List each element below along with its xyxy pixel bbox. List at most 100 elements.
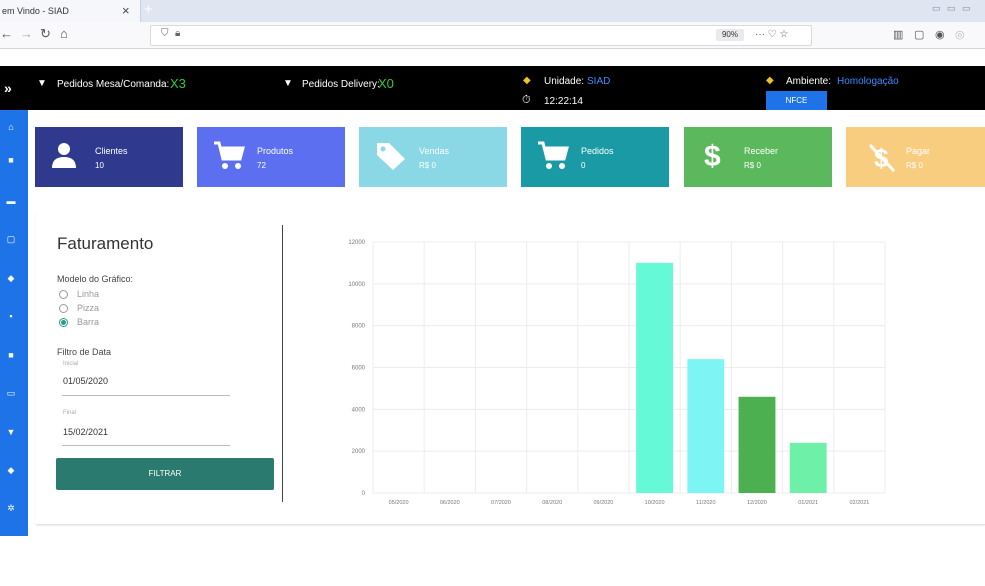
card-value: 10 bbox=[95, 161, 104, 170]
x-tick-label: 06/2020 bbox=[440, 500, 460, 506]
x-tick-label: 11/2020 bbox=[696, 500, 715, 506]
cart-icon bbox=[213, 141, 245, 178]
filtrar-button[interactable]: FILTRAR bbox=[56, 458, 274, 490]
x-tick-label: 07/2020 bbox=[491, 500, 511, 506]
store-icon[interactable]: ■ bbox=[8, 155, 14, 165]
tab-title: em Vindo - SIAD bbox=[2, 6, 69, 16]
pin-icon: ▼ bbox=[37, 78, 47, 89]
new-tab-icon[interactable]: + bbox=[144, 1, 153, 18]
card-clientes[interactable]: Clientes 10 bbox=[35, 127, 183, 187]
x-tick-label: 10/2020 bbox=[645, 500, 665, 506]
back-icon[interactable]: ← bbox=[0, 26, 13, 41]
chart-bar bbox=[636, 262, 674, 493]
y-tick-label: 2000 bbox=[352, 449, 366, 455]
y-tick-label: 0 bbox=[362, 491, 366, 497]
x-tick-label: 12/2020 bbox=[747, 500, 767, 506]
card-produtos[interactable]: Produtos 72 bbox=[197, 127, 345, 187]
x-tick-label: 08/2020 bbox=[542, 500, 562, 506]
home-icon[interactable]: ⌂ bbox=[60, 26, 68, 41]
card-label: Receber bbox=[744, 146, 779, 156]
initial-date-label: Inicial bbox=[63, 361, 79, 367]
radio-linha[interactable] bbox=[59, 290, 68, 299]
pin-icon[interactable]: ▼ bbox=[6, 427, 16, 437]
card-value: 0 bbox=[581, 161, 586, 170]
card-pagar[interactable]: $ Pagar R$ 0 bbox=[846, 127, 985, 187]
x-tick-label: 01/2021 bbox=[798, 500, 818, 506]
chart-bar bbox=[687, 359, 725, 493]
panel-divider bbox=[282, 225, 283, 502]
revenue-bar-chart: 0 2000 4000 6000 8000 10000 12000 05/2020 06/202… bbox=[348, 240, 886, 506]
card-value: 72 bbox=[257, 161, 266, 170]
cart-icon bbox=[537, 141, 569, 178]
no-money-icon: $ bbox=[868, 141, 896, 180]
shield-icon: ⛉ bbox=[161, 28, 169, 39]
url-bar[interactable]: ⛉ 🔒︎ ··· ♡ ☆ bbox=[150, 25, 812, 46]
chart-bar bbox=[738, 396, 776, 493]
card-icon[interactable]: ▬ bbox=[6, 196, 16, 206]
collapse-menu-icon[interactable]: » bbox=[4, 80, 12, 96]
pedidos-delivery-count: X0 bbox=[378, 76, 394, 91]
pedidos-mesa-count: X3 bbox=[170, 76, 186, 91]
x-tick-label: 02/2021 bbox=[849, 500, 869, 506]
browser-tab[interactable]: em Vindo - SIAD × bbox=[0, 0, 141, 22]
card-label: Pagar bbox=[906, 146, 931, 156]
truck-icon[interactable]: ▪ bbox=[9, 311, 13, 321]
card-receber[interactable]: $ Receber R$ 0 bbox=[684, 127, 832, 187]
home-icon[interactable]: ⌂ bbox=[8, 122, 14, 132]
url-actions[interactable]: ··· ♡ ☆ bbox=[755, 29, 789, 40]
user-icon bbox=[51, 141, 77, 176]
y-tick-label: 6000 bbox=[352, 366, 366, 372]
pedidos-mesa-label: Pedidos Mesa/Comanda: bbox=[57, 79, 170, 90]
card-value: R$ 0 bbox=[906, 161, 923, 170]
unidade-value: SIAD bbox=[587, 76, 611, 87]
radio-barra-label: Barra bbox=[77, 317, 100, 327]
menu-icon[interactable]: ◎ bbox=[955, 29, 965, 41]
pedidos-delivery-label: Pedidos Delivery: bbox=[302, 79, 380, 90]
app-header: » ▼ Pedidos Mesa/Comanda: X3 ▼ Pedidos D… bbox=[0, 66, 985, 110]
final-date-label: Final bbox=[63, 410, 77, 416]
tab-close-icon[interactable]: × bbox=[122, 3, 130, 18]
radio-linha-label: Linha bbox=[77, 289, 100, 299]
radio-barra[interactable] bbox=[59, 318, 68, 327]
reload-icon[interactable]: ↻ bbox=[40, 26, 51, 41]
card-pedidos[interactable]: Pedidos 0 bbox=[521, 127, 669, 187]
sidebar-toggle-icon[interactable]: ▢ bbox=[914, 29, 925, 41]
card-label: Produtos bbox=[257, 146, 294, 156]
ambiente-label: Ambiente: bbox=[786, 76, 832, 87]
monitor-icon[interactable]: ▢ bbox=[6, 234, 16, 244]
unidade-label: Unidade: bbox=[544, 76, 585, 87]
date-filter-label: Filtro de Data bbox=[57, 347, 112, 357]
sidebar: ⌂ ■ ▬ ▢ ◆ ▪ ■ ▭ ▼ ◆ ✲ bbox=[0, 110, 28, 536]
library-icon[interactable]: ▥ bbox=[893, 29, 904, 41]
initial-date-input[interactable]: 01/05/2020 bbox=[63, 376, 109, 386]
tag-icon bbox=[375, 141, 407, 178]
cash-icon[interactable]: ▭ bbox=[6, 388, 16, 398]
card-value: R$ 0 bbox=[744, 161, 761, 170]
x-tick-label: 05/2020 bbox=[389, 500, 409, 506]
final-date-underline bbox=[62, 445, 230, 446]
layers-icon: ◆ bbox=[766, 75, 774, 86]
account-icon[interactable]: ◉ bbox=[935, 29, 945, 41]
x-tick-label: 09/2020 bbox=[593, 500, 613, 506]
diamond-icon[interactable]: ◆ bbox=[7, 465, 15, 475]
ambiente-value: Homologação bbox=[837, 76, 899, 87]
layers-icon: ◆ bbox=[523, 75, 531, 86]
chart-bar bbox=[789, 442, 827, 493]
final-date-input[interactable]: 15/02/2021 bbox=[63, 427, 109, 437]
y-tick-label: 12000 bbox=[348, 240, 365, 246]
document-icon[interactable]: ■ bbox=[8, 350, 14, 360]
page-title: Faturamento bbox=[57, 234, 154, 253]
forward-icon[interactable]: → bbox=[20, 26, 33, 41]
card-vendas[interactable]: Vendas R$ 0 bbox=[359, 127, 507, 187]
lock-icon: 🔒︎ bbox=[175, 28, 181, 39]
initial-date-underline bbox=[62, 395, 230, 396]
layers-icon[interactable]: ◆ bbox=[7, 273, 15, 283]
radio-pizza-label: Pizza bbox=[77, 303, 100, 313]
zoom-level[interactable]: 90% bbox=[716, 29, 744, 41]
radio-pizza[interactable] bbox=[59, 304, 68, 313]
gear-icon[interactable]: ✲ bbox=[7, 503, 15, 513]
card-value: R$ 0 bbox=[419, 161, 436, 170]
nfce-button[interactable]: NFCE bbox=[766, 91, 827, 110]
window-controls[interactable]: ▭ ▭ ▭ bbox=[932, 3, 973, 13]
chart-model-label: Modelo do Gráfico: bbox=[57, 274, 134, 284]
